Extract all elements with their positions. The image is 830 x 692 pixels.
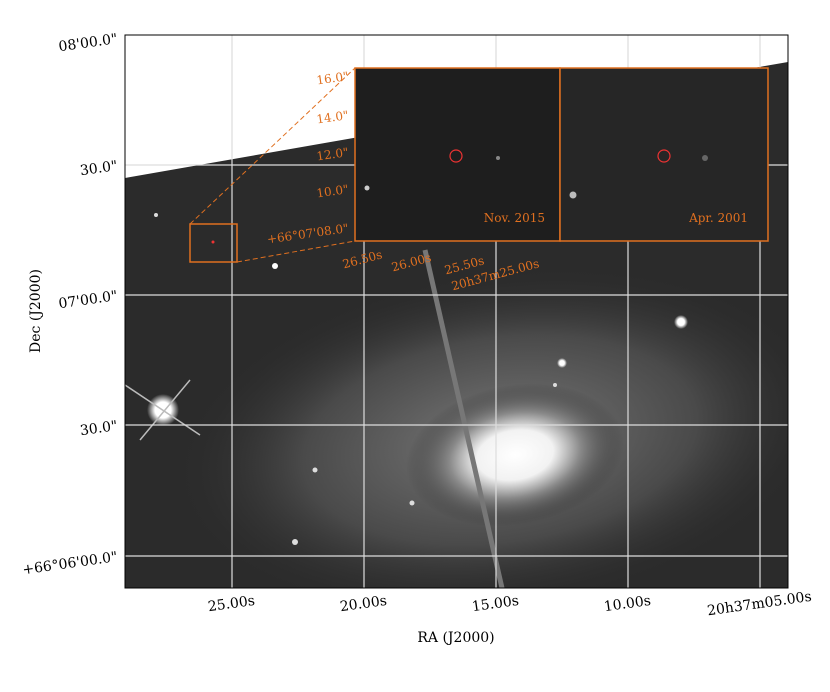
zoom-marker xyxy=(189,67,356,263)
plot-frame xyxy=(124,34,789,589)
inset-panel-label: Apr. 2001 xyxy=(688,211,748,225)
y-tick-label: 08'00.0" xyxy=(58,31,119,55)
x-tick-label: 15.00s xyxy=(471,593,520,615)
inset-y-tick-label: 12.0" xyxy=(316,145,350,163)
inset-y-tick-label: 14.0" xyxy=(316,108,350,126)
x-axis-label: RA (J2000) xyxy=(417,630,494,646)
y-tick-label: 30.0" xyxy=(79,158,118,179)
x-tick-label: 20.00s xyxy=(339,593,388,615)
y-tick-label: 30.0" xyxy=(79,418,118,439)
x-tick-label: 25.00s xyxy=(207,593,256,615)
inset xyxy=(354,67,769,242)
inset-y-tick-label: 10.0" xyxy=(316,182,350,200)
y-axis-label: Dec (J2000) xyxy=(28,269,44,353)
y-tick-label: +66°06'00.0" xyxy=(21,549,118,578)
inset-panel-label: Nov. 2015 xyxy=(484,211,545,225)
inset-y-tick-label: 16.0" xyxy=(316,69,350,87)
y-tick-label: 07'00.0" xyxy=(58,288,119,312)
x-tick-label: 10.00s xyxy=(603,593,652,615)
x-tick-label: 20h37m05.00s xyxy=(706,589,812,619)
